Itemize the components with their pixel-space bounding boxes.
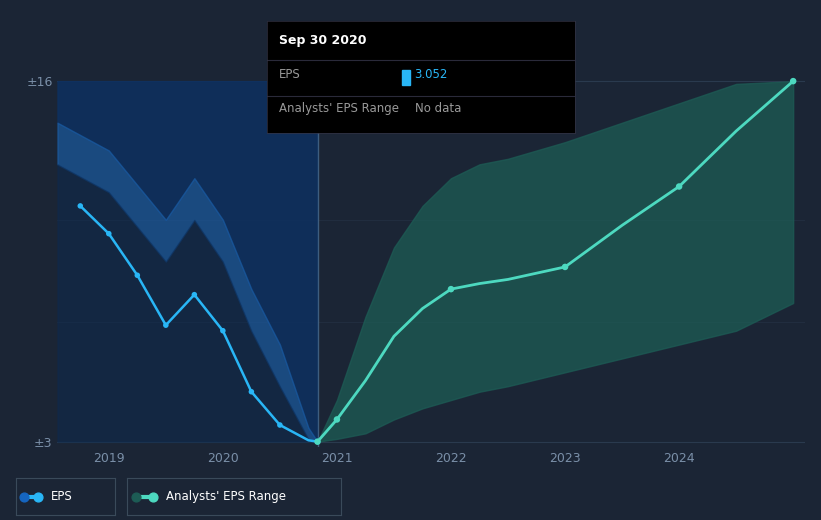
Point bbox=[245, 387, 258, 396]
Text: 3.052: 3.052 bbox=[415, 68, 448, 81]
Point bbox=[558, 263, 571, 271]
Text: Sep 30 2020: Sep 30 2020 bbox=[279, 34, 367, 47]
Bar bbox=[402, 70, 410, 85]
Point bbox=[129, 492, 142, 501]
Point bbox=[31, 492, 44, 501]
Point bbox=[159, 321, 172, 329]
Text: Analysts' EPS Range: Analysts' EPS Range bbox=[279, 102, 399, 115]
Text: Analysts Forecasts: Analysts Forecasts bbox=[323, 94, 433, 107]
Point bbox=[311, 437, 324, 446]
Point bbox=[188, 291, 201, 299]
Point bbox=[330, 415, 343, 424]
Point bbox=[787, 77, 800, 85]
Point bbox=[672, 183, 686, 191]
Point bbox=[103, 229, 116, 238]
Text: EPS: EPS bbox=[51, 490, 72, 503]
Text: EPS: EPS bbox=[279, 68, 300, 81]
Point bbox=[146, 492, 159, 501]
Text: No data: No data bbox=[415, 102, 461, 115]
Point bbox=[131, 271, 144, 279]
Point bbox=[444, 285, 457, 293]
Point bbox=[18, 492, 31, 501]
Point bbox=[216, 327, 229, 335]
Text: Actual: Actual bbox=[272, 94, 314, 107]
Point bbox=[273, 421, 287, 429]
Point bbox=[74, 202, 87, 210]
Point bbox=[311, 437, 324, 446]
Text: Analysts' EPS Range: Analysts' EPS Range bbox=[166, 490, 286, 503]
